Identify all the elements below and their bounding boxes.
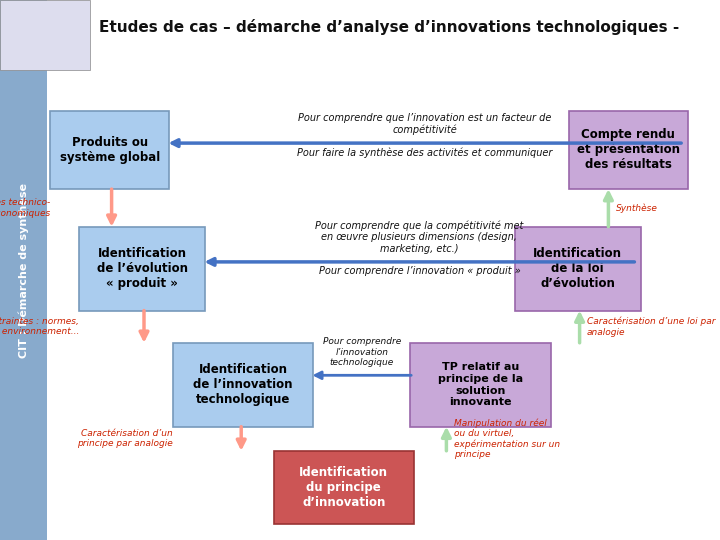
Text: Synthèse: Synthèse (616, 203, 657, 213)
Text: Pour comprendre
l’innovation
technologique: Pour comprendre l’innovation technologiq… (323, 338, 401, 367)
Text: CIT : Démarche de synthèse: CIT : Démarche de synthèse (18, 183, 29, 357)
FancyBboxPatch shape (50, 111, 169, 189)
Text: Identification
du principe
d’innovation: Identification du principe d’innovation (300, 466, 388, 509)
Text: Pour comprendre l’innovation « produit »: Pour comprendre l’innovation « produit » (318, 266, 521, 276)
FancyBboxPatch shape (569, 111, 688, 189)
Text: Caractérisation d’un
principe par analogie: Caractérisation d’un principe par analog… (77, 429, 173, 448)
FancyBboxPatch shape (79, 227, 205, 310)
Text: Identification
de l’évolution
« produit »: Identification de l’évolution « produit … (96, 247, 188, 290)
Text: TP relatif au
principe de la
solution
innovante: TP relatif au principe de la solution in… (438, 362, 523, 407)
Text: Données technico-
économiques: Données technico- économiques (0, 198, 50, 218)
Text: Manipulation du réel
ou du virtuel,
expérimentation sur un
principe: Manipulation du réel ou du virtuel, expé… (454, 418, 559, 460)
FancyBboxPatch shape (173, 343, 313, 427)
FancyBboxPatch shape (410, 343, 551, 427)
Text: Compte rendu
et présentation
des résultats: Compte rendu et présentation des résulta… (577, 129, 680, 171)
FancyBboxPatch shape (274, 451, 414, 524)
Text: Pour comprendre que l’innovation est un facteur de
compétitivité: Pour comprendre que l’innovation est un … (298, 113, 552, 135)
Text: Pour comprendre que la compétitivité met
en œuvre plusieurs dimensions (design,
: Pour comprendre que la compétitivité met… (315, 220, 523, 254)
Bar (0, 0, 90, 70)
Text: Produits ou
système global: Produits ou système global (60, 136, 160, 164)
Text: Identification
de la loi
d’évolution: Identification de la loi d’évolution (534, 247, 622, 290)
Text: Pour faire la synthèse des activités et communiquer: Pour faire la synthèse des activités et … (297, 147, 552, 158)
Text: Caractérisation d’une loi par
analogie: Caractérisation d’une loi par analogie (587, 317, 715, 336)
Bar (0, 0, 47, 540)
Text: Etudes de cas – démarche d’analyse d’innovations technologiques -: Etudes de cas – démarche d’analyse d’inn… (99, 19, 679, 35)
FancyBboxPatch shape (515, 227, 641, 310)
Text: Identification
de l’innovation
technologique: Identification de l’innovation technolog… (193, 363, 293, 406)
Text: Contraintes : normes,
brevets, environnement...: Contraintes : normes, brevets, environne… (0, 317, 79, 336)
